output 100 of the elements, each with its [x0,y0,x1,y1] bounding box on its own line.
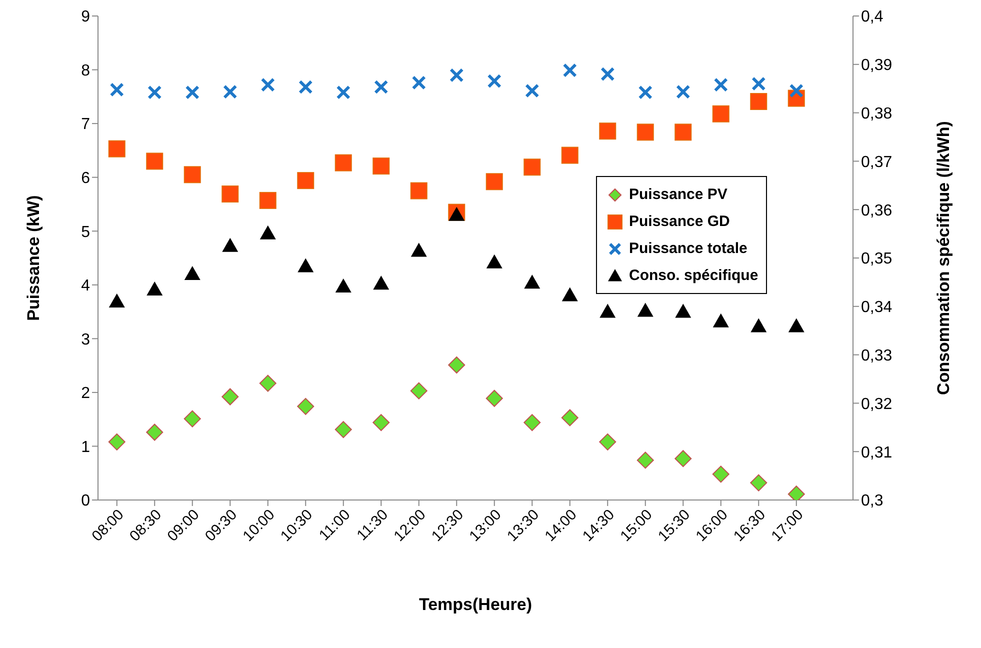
point [788,318,804,332]
point [450,68,464,82]
point [524,158,541,176]
point [148,85,162,100]
point [412,76,426,90]
point [108,294,125,308]
point [712,313,729,328]
y2-tick-label: 0,33 [861,347,892,364]
point [222,238,238,252]
point [561,409,578,426]
point [674,124,692,141]
y2-tick-label: 0,34 [861,299,892,316]
y2-axis-title: Consommation spécifique (l/kWh) [934,121,954,395]
point [487,74,502,88]
point [259,192,276,209]
y-tick-label: 6 [81,170,90,188]
y-axis-title: Puissance (kW) [24,195,44,321]
point [486,254,502,268]
point [334,154,352,172]
point [110,82,124,97]
point [562,63,577,78]
point [789,84,804,98]
y-tick-label: 4 [81,278,90,295]
y2-tick-label: 0,3 [861,492,884,510]
point [185,85,200,100]
point [146,424,164,441]
y-tick-label: 1 [81,438,90,456]
point [636,124,654,141]
point [260,78,275,92]
point [298,80,313,94]
point [222,388,239,406]
point [297,172,314,190]
point [600,304,616,318]
point [298,258,314,272]
point [410,382,428,400]
y2-tick-label: 0,38 [861,105,892,122]
point [600,66,615,82]
legend-label: Puissance totale [629,240,748,257]
point [373,276,390,290]
point [410,182,428,200]
point [336,85,350,100]
point [297,398,314,415]
point [448,356,466,374]
legend-label: Puissance PV [629,186,728,203]
point [146,281,163,296]
y-tick-label: 7 [81,116,90,134]
point [750,318,767,332]
point [638,85,652,100]
y2-tick-label: 0,36 [861,202,892,220]
point [599,433,616,450]
y-tick-label: 8 [81,62,90,80]
point [410,242,427,257]
y-tick-label: 3 [81,331,90,348]
y2-tick-label: 0,39 [861,57,892,74]
y2-tick-label: 0,32 [861,396,892,413]
point [752,76,766,91]
point [676,84,690,99]
y2-tick-label: 0,31 [861,444,892,462]
point [486,173,503,190]
point [448,206,465,221]
point [108,140,126,158]
y-tick-label: 9 [81,8,90,26]
point [222,186,239,203]
point [374,80,388,94]
point [674,450,692,468]
point [260,225,276,240]
point [599,122,616,140]
x-axis-title: Temps(Heure) [418,595,532,614]
point [675,304,692,318]
point [712,105,730,122]
y2-tick-label: 0,35 [861,250,892,268]
y-tick-label: 5 [81,224,90,241]
point [524,274,540,289]
point [335,278,352,293]
y2-tick-label: 0,4 [861,8,884,26]
point [525,84,540,98]
point [524,414,541,432]
point [750,474,768,492]
point [372,158,390,175]
point [561,146,578,164]
point [562,287,578,302]
point [636,452,654,469]
legend-label: Puissance GD [629,213,730,230]
point [184,166,201,184]
y2-tick-label: 0,37 [861,154,892,171]
point [712,466,730,483]
legend-label: Conso. spécifique [629,267,758,284]
y-tick-label: 2 [81,385,90,402]
point [637,302,654,317]
point [714,78,728,92]
point [223,84,238,99]
y-tick-label: 0 [81,492,90,510]
point [486,390,503,407]
point [259,374,276,392]
point [184,266,200,280]
point [108,433,126,450]
point [334,421,352,438]
point [372,414,390,432]
point [184,410,201,428]
point [146,152,164,170]
